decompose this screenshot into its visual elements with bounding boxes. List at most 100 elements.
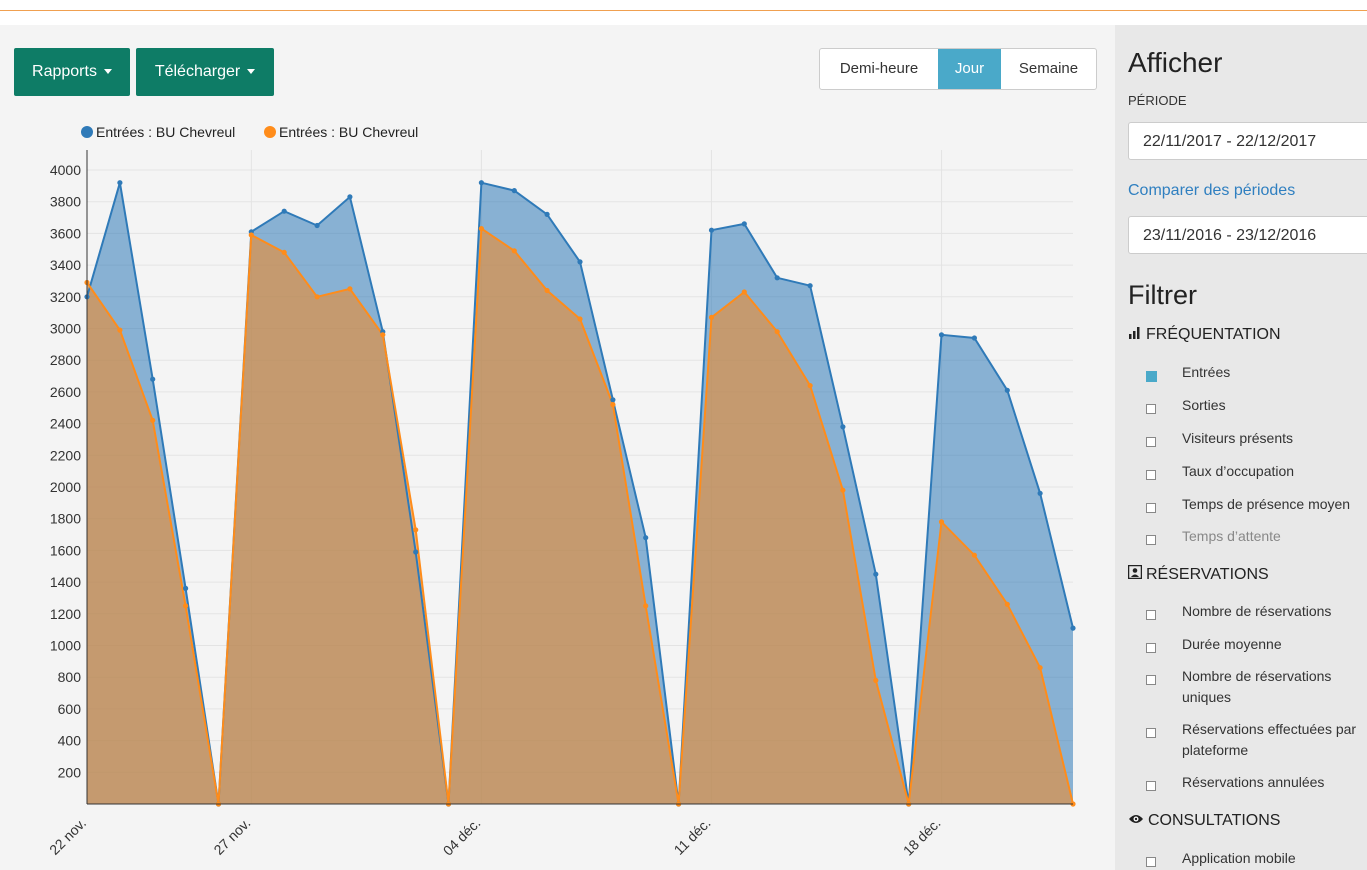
data-point [873, 571, 879, 577]
filter-item-label: Temps d’attente [1182, 528, 1281, 544]
section-title: CONSULTATIONS [1148, 812, 1281, 829]
data-point [281, 249, 287, 255]
show-title: Afficher [1128, 47, 1223, 78]
data-point [708, 314, 715, 320]
bar-chart-icon [1128, 326, 1142, 344]
y-tick-label: 2400 [50, 416, 81, 432]
data-point [610, 402, 616, 408]
y-tick-label: 1200 [50, 606, 81, 622]
data-point [1004, 601, 1010, 607]
filter-item-label: Réservations effectuées par plateforme [1182, 721, 1357, 758]
filter-item-label: Temps de présence moyen [1182, 496, 1351, 512]
eye-icon [1128, 812, 1144, 830]
top-border-line [0, 10, 1367, 11]
checkbox-reservations-plateforme[interactable] [1146, 728, 1156, 738]
chevron-down-icon [103, 69, 112, 75]
y-tick-label: 3200 [50, 289, 81, 305]
checkbox-taux[interactable] [1146, 470, 1156, 480]
reports-button[interactable]: Rapports [14, 48, 130, 96]
section-frequentation: FRÉQUENTATION [1128, 326, 1281, 344]
checkbox-temps-presence[interactable] [1146, 503, 1156, 513]
data-point [807, 383, 813, 389]
compare-date-range-input[interactable]: 23/11/2016 - 23/12/2016 [1128, 216, 1367, 254]
data-point [807, 283, 813, 289]
download-button[interactable]: Télécharger [136, 48, 274, 96]
data-point [577, 259, 583, 265]
checkbox-application-mobile[interactable] [1146, 857, 1156, 867]
contact-card-icon [1127, 564, 1143, 584]
period-week[interactable]: Semaine [1018, 60, 1079, 77]
data-point [971, 335, 978, 341]
filter-item-label: Nombre de réservations uniques [1182, 668, 1332, 705]
y-tick-label: 200 [58, 764, 82, 780]
y-tick-label: 2200 [50, 447, 81, 463]
y-tick-label: 2000 [50, 479, 81, 495]
data-point [117, 180, 123, 186]
data-point [1037, 665, 1043, 671]
period-half-hour[interactable]: Demi-heure [839, 60, 919, 77]
y-tick-label: 1600 [50, 542, 81, 558]
checkbox-sorties[interactable] [1146, 404, 1156, 414]
filter-item-label: Nombre de réservations [1182, 603, 1332, 619]
filter-item-label: Sorties [1182, 397, 1226, 413]
filter-item-label: Application mobile [1182, 850, 1296, 866]
period-date-range-input[interactable]: 22/11/2017 - 22/12/2017 [1128, 122, 1367, 160]
y-tick-label: 1400 [50, 574, 81, 590]
y-tick-label: 4000 [50, 162, 81, 178]
data-point [150, 376, 156, 382]
data-point [774, 275, 780, 281]
checkbox-reservations-annulees[interactable] [1146, 781, 1156, 791]
y-tick-label: 400 [58, 733, 82, 749]
data-point [478, 226, 484, 232]
y-tick-label: 1000 [50, 638, 81, 654]
x-tick-label: 22 nov. [46, 815, 89, 858]
sidebar: Afficher PÉRIODE 22/11/2017 - 22/12/2017… [1115, 25, 1367, 870]
data-point [1037, 490, 1043, 496]
y-tick-label: 600 [58, 701, 82, 717]
x-tick-label: 18 déc. [900, 815, 944, 859]
checkbox-temps-attente[interactable] [1146, 535, 1156, 545]
period-toggle-group: Demi-heure Jour Semaine [819, 48, 1097, 90]
filter-title: Filtrer [1128, 280, 1197, 310]
y-tick-label: 3000 [50, 321, 81, 337]
data-point [314, 294, 320, 300]
data-point [511, 188, 517, 194]
filter-item-label: Durée moyenne [1182, 636, 1282, 652]
data-point [938, 519, 945, 525]
section-reservations: RÉSERVATIONS [1127, 564, 1269, 584]
data-point [840, 424, 846, 430]
data-point [544, 287, 550, 294]
y-tick-label: 1800 [50, 511, 81, 527]
y-tick-label: 2600 [50, 384, 81, 400]
legend-label: Entrées : BU Chevreul [279, 124, 418, 140]
data-point [873, 677, 879, 684]
checkbox-visiteurs[interactable] [1146, 437, 1156, 447]
filter-item-label: Taux d’occupation [1182, 463, 1295, 479]
data-point [840, 487, 846, 493]
checkbox-entrees[interactable] [1146, 371, 1157, 382]
data-point [117, 327, 123, 333]
legend-marker [264, 126, 276, 138]
data-point [183, 603, 189, 609]
compare-periods-link[interactable]: Comparer des périodes [1128, 182, 1296, 199]
section-title: RÉSERVATIONS [1146, 565, 1269, 583]
data-point [643, 535, 649, 541]
period-day[interactable]: Jour [938, 49, 1001, 89]
data-point [774, 329, 780, 335]
data-point [643, 603, 649, 609]
data-point [511, 248, 517, 254]
y-tick-label: 3600 [50, 225, 81, 241]
data-point [708, 227, 715, 233]
series-area [87, 228, 1073, 805]
data-point [380, 332, 386, 338]
data-point [610, 397, 616, 403]
checkbox-duree-moyenne[interactable] [1146, 643, 1156, 653]
checkbox-reservations-uniques[interactable] [1146, 675, 1156, 685]
y-tick-label: 800 [58, 669, 82, 685]
period-label: PÉRIODE [1128, 93, 1187, 108]
x-tick-label: 11 déc. [671, 815, 714, 858]
data-point [478, 180, 484, 186]
data-point [1004, 387, 1010, 393]
checkbox-nb-reservations[interactable] [1146, 610, 1156, 620]
